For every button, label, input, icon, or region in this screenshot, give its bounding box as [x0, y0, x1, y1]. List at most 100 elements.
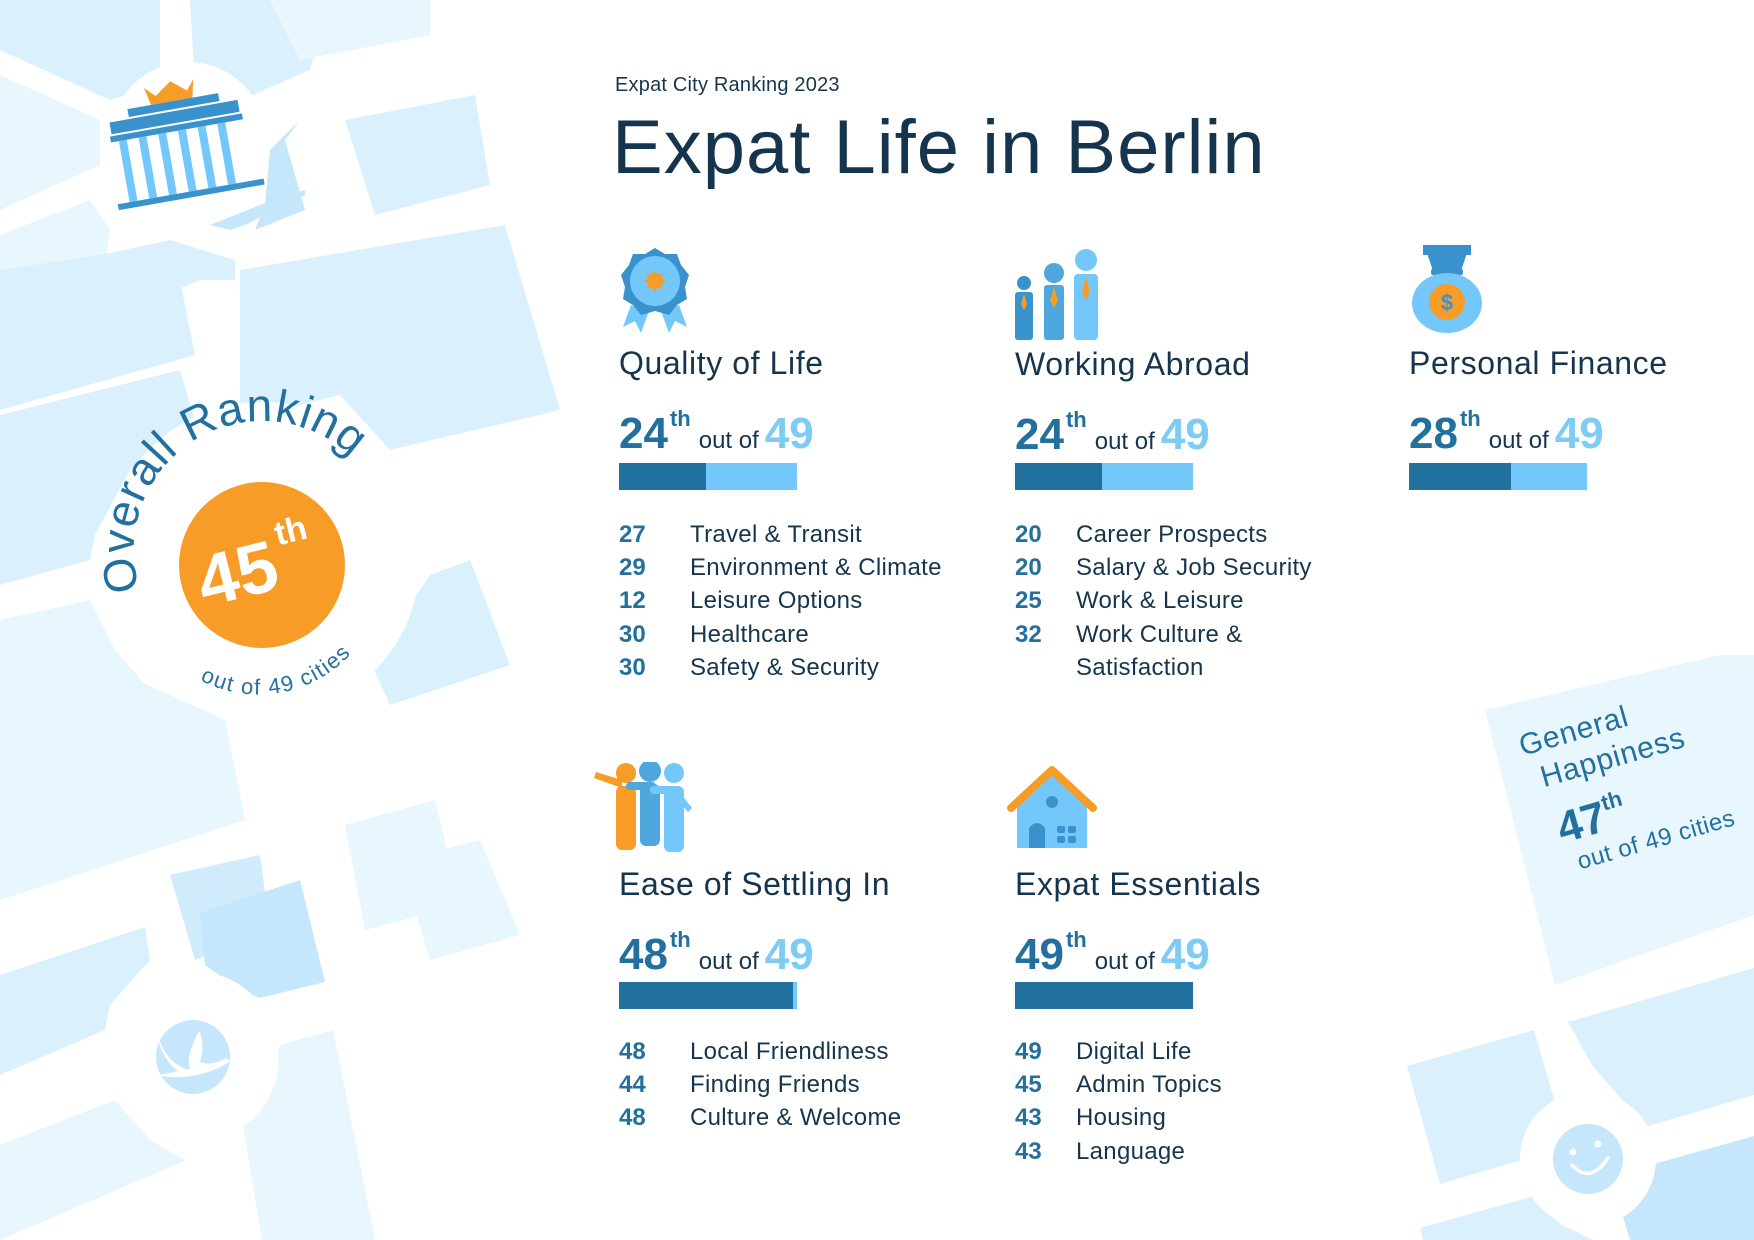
- svg-text:$: $: [1441, 290, 1453, 315]
- sub-rank: 43: [1015, 1137, 1042, 1165]
- sub-rank: 48: [619, 1104, 646, 1132]
- sub-rank: 44: [619, 1070, 646, 1098]
- sub-label: Leisure Options: [690, 587, 863, 615]
- section-rank: 24th out of 49: [1015, 409, 1210, 457]
- map-block: [243, 1030, 375, 1240]
- sub-label: Career Prospects: [1076, 520, 1268, 548]
- sub-label: Travel & Transit: [690, 520, 862, 548]
- rank-out-of-label: out of: [698, 427, 759, 454]
- rank-value: 49: [1015, 930, 1064, 979]
- rank-value: 24: [619, 409, 668, 458]
- smiley-icon: [1553, 1124, 1623, 1194]
- section-rank: 28th out of 49: [1409, 408, 1604, 456]
- list-item: 44 Finding Friends: [619, 1068, 901, 1101]
- rank-bar: [619, 982, 797, 1009]
- map-block: [210, 190, 305, 230]
- section-rank: 48th out of 49: [619, 929, 814, 977]
- map-block: [0, 927, 150, 1075]
- business-people-icon: [1015, 249, 1098, 340]
- list-item: 43 Language: [1015, 1135, 1222, 1168]
- map-block: [1622, 1136, 1754, 1240]
- map-block: [270, 0, 430, 60]
- rank-bar: [1409, 463, 1587, 490]
- sub-label: Local Friendliness: [690, 1037, 889, 1065]
- section-title: Ease of Settling In: [619, 866, 891, 902]
- section-expat-essentials: Expat Essentials 49thout of 49 49 Digital …: [1007, 762, 1355, 1182]
- sub-label: Salary & Job Security: [1076, 553, 1312, 581]
- map-block: [0, 75, 100, 210]
- list-item: 20 Salary & Job Security: [1015, 551, 1312, 584]
- page-title: Expat Life in Berlin: [612, 105, 1266, 190]
- list-item-continuation: Satisfaction: [1015, 651, 1312, 684]
- house-icon: [1007, 766, 1097, 848]
- rank-bar: [619, 463, 797, 490]
- map-block: [0, 280, 195, 410]
- sub-rank: 30: [619, 620, 646, 648]
- section-ease-of-settling-in: Ease of Settling In 48thout of 49 48 Local…: [594, 762, 959, 1162]
- sub-label: Housing: [1076, 1104, 1167, 1132]
- map-block: [400, 840, 520, 960]
- list-item: 30 Safety & Security: [619, 651, 942, 684]
- rank-total: 49: [1554, 409, 1604, 458]
- sub-ranking-list: 49 Digital Life 45 Admin Topics 43 Housing …: [1015, 1035, 1222, 1168]
- map-block: [365, 560, 510, 705]
- sub-ranking-list: 20 Career Prospects 20 Salary & Job Securi…: [1015, 518, 1312, 684]
- section-rank: 49thout of 49: [1015, 929, 1210, 977]
- sub-label: Healthcare: [690, 620, 810, 648]
- rank-bar: [1015, 982, 1193, 1009]
- sub-rank: 20: [1015, 520, 1042, 548]
- sub-label: Satisfaction: [1076, 653, 1204, 681]
- rank-value: 48: [619, 930, 668, 979]
- section-rank: 24th out of 49: [619, 408, 814, 456]
- map-block: [1420, 1196, 1593, 1240]
- sub-rank: 45: [1015, 1070, 1042, 1098]
- sub-label: Safety & Security: [690, 653, 880, 681]
- overall-rank-value: 45: [189, 526, 286, 623]
- section-personal-finance: $ Personal Finance 28th out of 49: [1409, 245, 1749, 495]
- map-block: [0, 1100, 187, 1240]
- list-item: 48 Local Friendliness: [619, 1035, 901, 1068]
- rank-suffix: th: [669, 406, 691, 431]
- map-block: [200, 880, 325, 998]
- rank-suffix: th: [669, 927, 691, 952]
- rank-value: 24: [1015, 410, 1064, 459]
- sub-rank: 49: [1015, 1037, 1042, 1065]
- sub-ranking-list: 48 Local Friendliness 44 Finding Friends 4…: [619, 1035, 901, 1135]
- rank-out-of-label: out of: [1094, 948, 1155, 975]
- sub-label: Finding Friends: [690, 1070, 860, 1098]
- list-item: 27 Travel & Transit: [619, 518, 942, 551]
- sub-label: Environment & Climate: [690, 553, 942, 581]
- map-block: [0, 670, 245, 900]
- map-block: [240, 225, 560, 450]
- sub-rank: 30: [619, 653, 646, 681]
- money-bag-icon: $: [1412, 245, 1482, 333]
- list-item: 12 Leisure Options: [619, 585, 942, 618]
- list-item: 29 Environment & Climate: [619, 551, 942, 584]
- friends-group-icon: [594, 762, 692, 852]
- section-title: Working Abroad: [1015, 346, 1251, 382]
- rank-total: 49: [764, 409, 814, 458]
- map-block: [345, 95, 490, 215]
- overall-rank-badge: [179, 482, 345, 648]
- sub-label: Admin Topics: [1076, 1070, 1222, 1098]
- sub-rank: 12: [619, 587, 646, 615]
- rank-suffix: th: [1065, 407, 1087, 432]
- sub-label: Work & Leisure: [1076, 587, 1244, 615]
- rank-total: 49: [1160, 410, 1210, 459]
- sub-rank: 43: [1015, 1104, 1042, 1132]
- list-item: 20 Career Prospects: [1015, 518, 1312, 551]
- section-working-abroad: Working Abroad 24th out of 49 20 Career Pro…: [1015, 245, 1355, 705]
- bird-icon: [156, 1020, 230, 1094]
- sub-rank: 20: [1015, 553, 1042, 581]
- sub-label: Language: [1076, 1137, 1186, 1165]
- rank-total: 49: [1160, 930, 1210, 979]
- section-title: Quality of Life: [619, 345, 824, 381]
- sub-label: Culture & Welcome: [690, 1104, 902, 1132]
- map-block: [1407, 1030, 1555, 1184]
- list-item: 32 Work Culture &: [1015, 618, 1312, 651]
- list-item: 30 Healthcare: [619, 618, 942, 651]
- rank-out-of-label: out of: [698, 948, 759, 975]
- rank-bar-fill: [619, 982, 794, 1009]
